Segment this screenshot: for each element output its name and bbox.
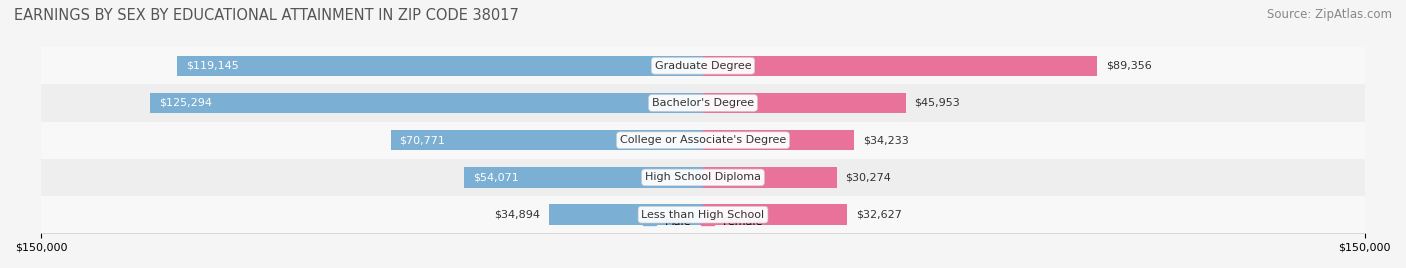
Bar — [550, 204, 703, 225]
Text: Bachelor's Degree: Bachelor's Degree — [652, 98, 754, 108]
Text: $119,145: $119,145 — [186, 61, 239, 71]
Text: EARNINGS BY SEX BY EDUCATIONAL ATTAINMENT IN ZIP CODE 38017: EARNINGS BY SEX BY EDUCATIONAL ATTAINMEN… — [14, 8, 519, 23]
Text: High School Diploma: High School Diploma — [645, 172, 761, 183]
Text: $70,771: $70,771 — [399, 135, 446, 145]
Text: $30,274: $30,274 — [845, 172, 891, 183]
Text: $54,071: $54,071 — [474, 172, 519, 183]
Bar — [41, 84, 1365, 122]
Bar — [703, 167, 837, 188]
Text: $34,233: $34,233 — [863, 135, 908, 145]
Bar — [391, 130, 703, 150]
Bar — [41, 159, 1365, 196]
Legend: Male, Female: Male, Female — [638, 213, 768, 232]
Bar — [41, 47, 1365, 84]
Text: $125,294: $125,294 — [159, 98, 212, 108]
Bar — [177, 55, 703, 76]
Bar — [41, 196, 1365, 233]
Text: Less than High School: Less than High School — [641, 210, 765, 220]
Text: College or Associate's Degree: College or Associate's Degree — [620, 135, 786, 145]
Text: $32,627: $32,627 — [856, 210, 901, 220]
Bar — [464, 167, 703, 188]
Text: Graduate Degree: Graduate Degree — [655, 61, 751, 71]
Bar — [41, 122, 1365, 159]
Bar — [703, 130, 853, 150]
Text: Source: ZipAtlas.com: Source: ZipAtlas.com — [1267, 8, 1392, 21]
Bar — [150, 93, 703, 113]
Bar — [703, 204, 846, 225]
Text: $89,356: $89,356 — [1107, 61, 1152, 71]
Bar — [703, 93, 905, 113]
Bar — [703, 55, 1097, 76]
Text: $45,953: $45,953 — [914, 98, 960, 108]
Text: $34,894: $34,894 — [495, 210, 540, 220]
